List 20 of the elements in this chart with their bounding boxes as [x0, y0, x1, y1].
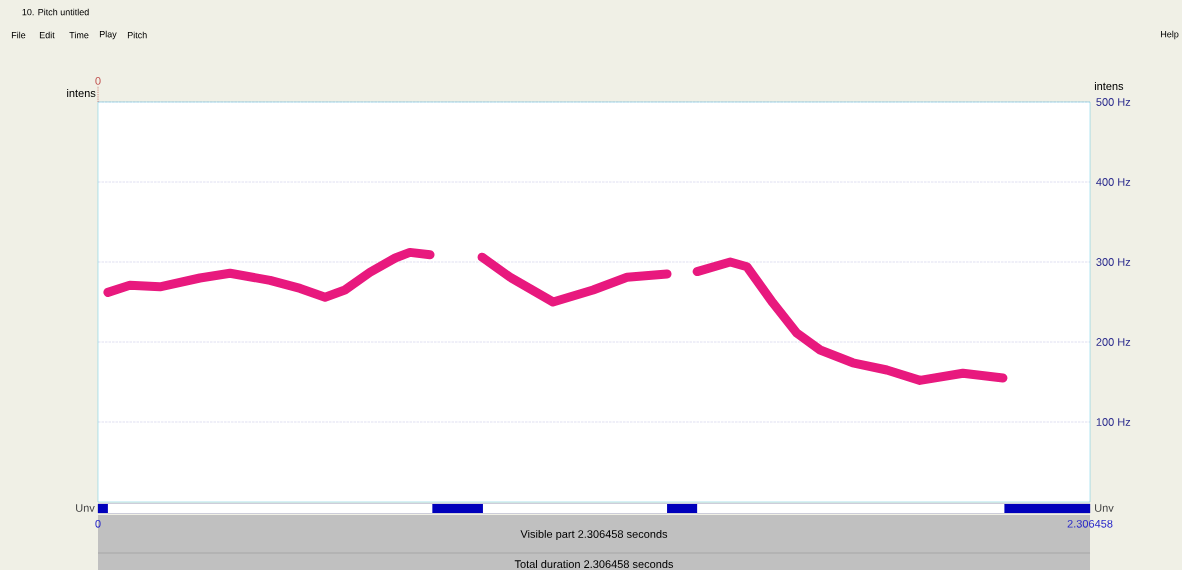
chart-title: 10. Pitch untitled	[22, 8, 89, 16]
y-tick-label: 100 Hz	[1096, 418, 1131, 426]
ref-line-label: 0	[95, 77, 101, 85]
y-tick-label: 400 Hz	[1096, 178, 1131, 186]
y-tick-label: 300 Hz	[1096, 258, 1131, 266]
x-tick-label: 2.306458	[1067, 519, 1113, 528]
y-tick-label: 500 Hz	[1096, 98, 1131, 106]
text: Time	[69, 31, 89, 39]
text: intens	[67, 88, 96, 98]
text: Edit	[39, 31, 55, 39]
text: Visible part 2.306458 seconds	[520, 529, 668, 541]
text: Pitch	[127, 31, 147, 39]
text: Total duration 2.306458 seconds	[514, 559, 674, 569]
text: intens	[1094, 81, 1124, 91]
text: File	[11, 31, 26, 39]
text: Unv	[76, 504, 95, 512]
text: Play	[99, 30, 117, 40]
text: Help	[1161, 30, 1179, 40]
text: Unv	[1095, 504, 1114, 512]
y-tick-label: 200 Hz	[1096, 338, 1131, 346]
